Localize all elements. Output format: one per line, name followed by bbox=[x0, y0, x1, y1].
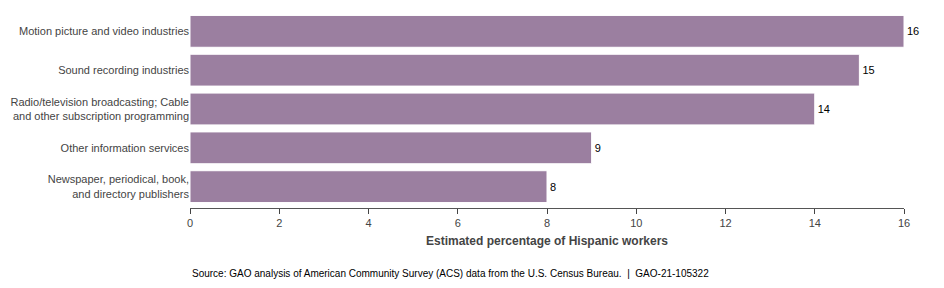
svg-text:Newspaper, periodical, book,an: Newspaper, periodical, book,and director… bbox=[48, 173, 190, 199]
svg-text:14: 14 bbox=[809, 217, 821, 229]
svg-text:8: 8 bbox=[550, 181, 556, 193]
svg-text:2: 2 bbox=[276, 217, 282, 229]
svg-text:Estimated percentage of Hispan: Estimated percentage of Hispanic workers bbox=[426, 234, 668, 248]
svg-text:10: 10 bbox=[630, 217, 642, 229]
svg-text:Motion picture and video indus: Motion picture and video industries bbox=[19, 25, 189, 37]
svg-text:8: 8 bbox=[544, 217, 550, 229]
svg-text:0: 0 bbox=[187, 217, 193, 229]
svg-text:16: 16 bbox=[898, 217, 910, 229]
svg-text:15: 15 bbox=[862, 64, 874, 76]
svg-text:14: 14 bbox=[818, 103, 830, 115]
svg-text:Sound recording industries: Sound recording industries bbox=[58, 64, 189, 76]
svg-text:Source: GAO analysis of Americ: Source: GAO analysis of American Communi… bbox=[192, 268, 709, 279]
svg-text:4: 4 bbox=[365, 217, 371, 229]
svg-text:12: 12 bbox=[719, 217, 731, 229]
svg-text:Other information services: Other information services bbox=[61, 142, 190, 154]
svg-text:6: 6 bbox=[455, 217, 461, 229]
svg-text:16: 16 bbox=[907, 25, 919, 37]
svg-text:9: 9 bbox=[595, 142, 601, 154]
svg-text:Radio/television broadcasting;: Radio/television broadcasting; Cableand … bbox=[10, 96, 189, 122]
